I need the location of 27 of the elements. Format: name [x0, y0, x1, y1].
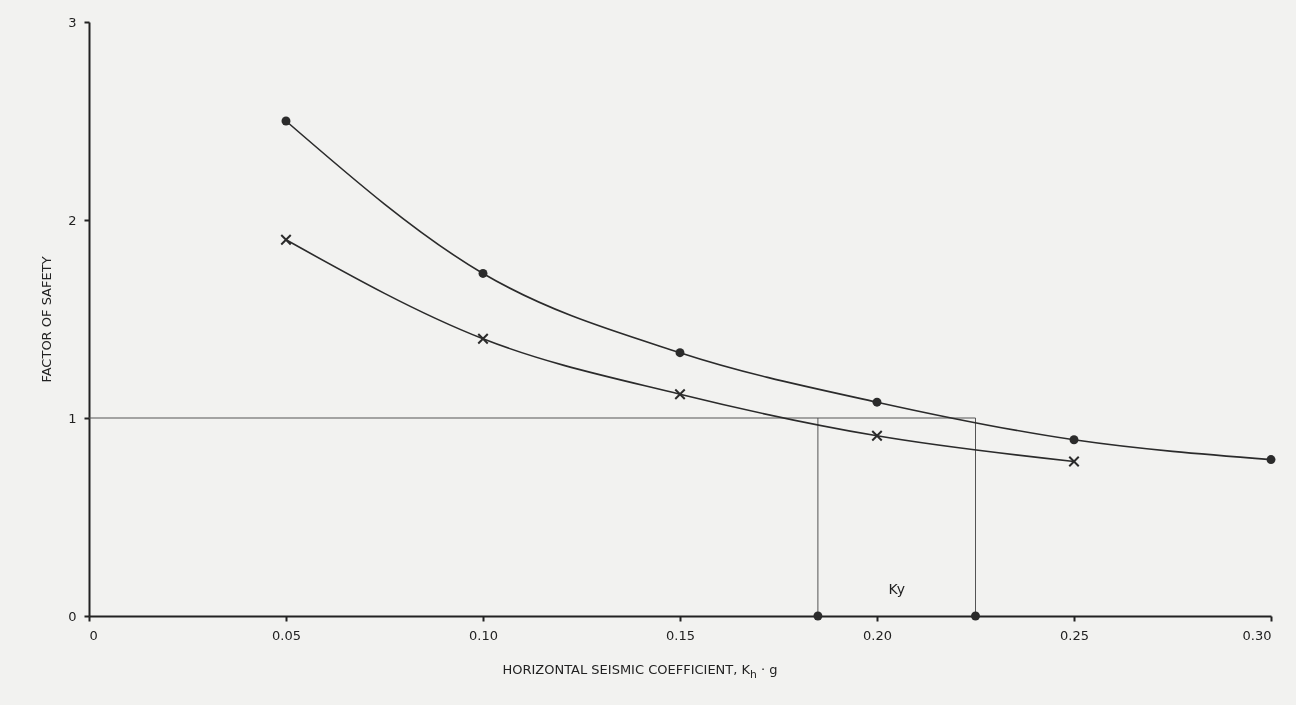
- y-tick-label: 2: [68, 212, 77, 228]
- y-tick-label: 3: [68, 14, 77, 30]
- y-tick-label: 1: [68, 410, 77, 426]
- point: [1068, 455, 1080, 468]
- x-tick-label: 0.30: [1242, 627, 1272, 643]
- point: [280, 234, 292, 246]
- x-tick-label: 0.25: [1060, 627, 1089, 643]
- point: [871, 430, 883, 442]
- x-tick-label: 0.15: [666, 627, 695, 643]
- point: [872, 397, 882, 407]
- x-tick-label: 0.20: [863, 627, 892, 643]
- point: [281, 116, 291, 126]
- annotation: Ky: [888, 581, 905, 597]
- y-axis-title: FACTOR OF SAFETY: [39, 256, 55, 383]
- point: [813, 611, 823, 621]
- point: [971, 611, 980, 621]
- x-tick-label: 0: [89, 627, 98, 643]
- y-tick-label: 0: [68, 608, 77, 624]
- point: [674, 388, 686, 400]
- point: [477, 333, 489, 345]
- point: [1266, 455, 1276, 465]
- x-tick-label: 0.05: [272, 627, 301, 643]
- point: [478, 269, 488, 278]
- x-tick-label: 0.10: [469, 627, 498, 643]
- point: [675, 348, 685, 358]
- x-axis-title: HORIZONTAL SEISMIC COEFFICIENT, K$_{h}$ · g: [501, 662, 779, 681]
- point: [1069, 435, 1079, 445]
